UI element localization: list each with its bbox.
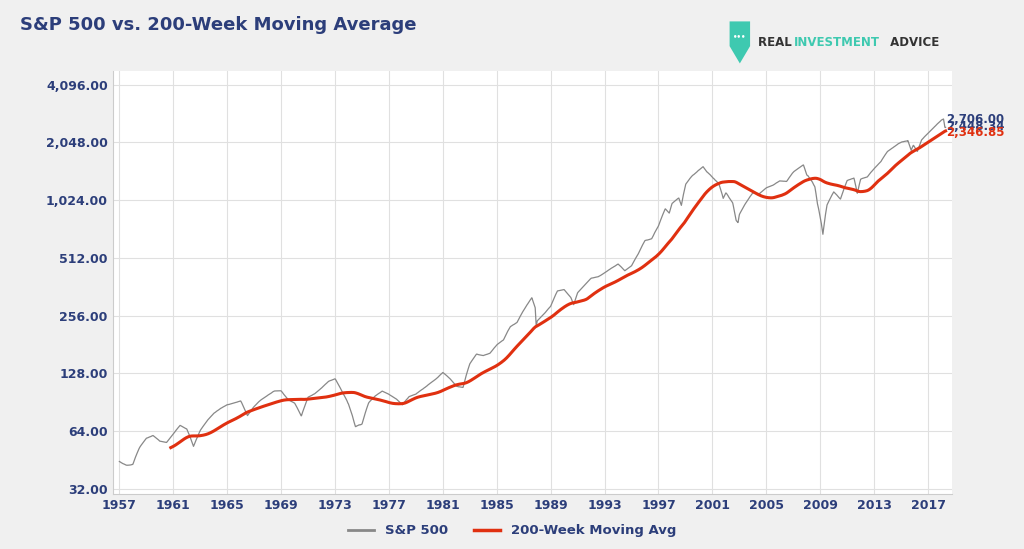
Legend: S&P 500, 200-Week Moving Avg: S&P 500, 200-Week Moving Avg [342,519,682,542]
Text: •••: ••• [733,33,746,39]
Text: 2,448.34: 2,448.34 [946,120,1005,132]
Text: INVESTMENT: INVESTMENT [794,36,880,49]
Text: 2,346.85: 2,346.85 [946,126,1005,139]
Text: ADVICE: ADVICE [886,36,939,49]
Text: 2,706.00: 2,706.00 [946,113,1005,126]
Text: REAL: REAL [758,36,796,49]
Polygon shape [729,21,750,63]
Text: S&P 500 vs. 200-Week Moving Average: S&P 500 vs. 200-Week Moving Average [20,16,417,35]
